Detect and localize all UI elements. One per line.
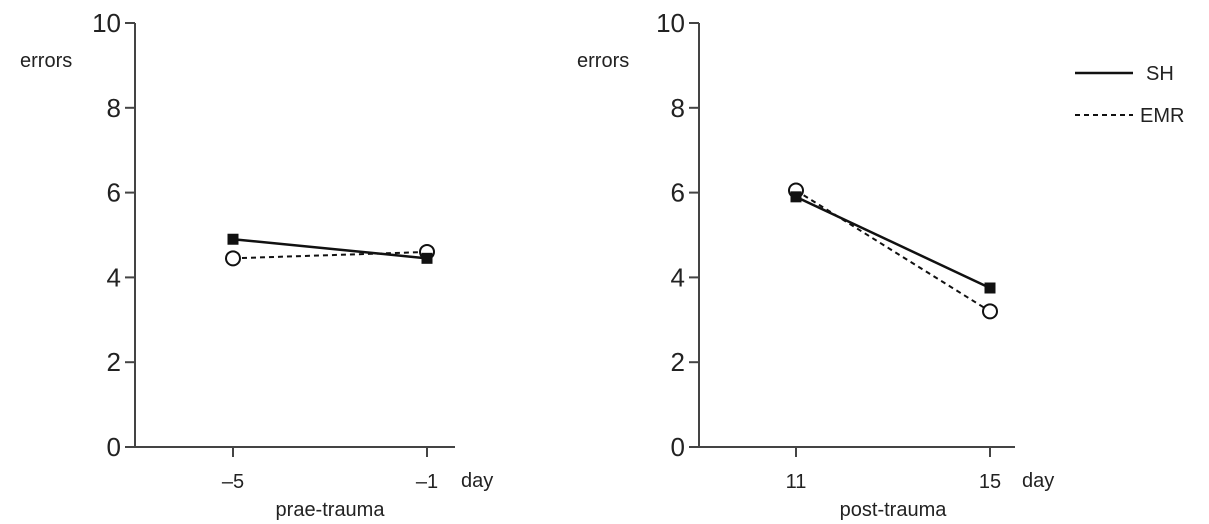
point-sh xyxy=(984,282,996,294)
x-tick-label: –1 xyxy=(416,471,438,493)
x-ticks: 11 15 xyxy=(786,447,1001,493)
x-tick-label: 15 xyxy=(979,471,1001,493)
y-tick-label: 6 xyxy=(671,178,685,208)
point-sh xyxy=(227,233,239,245)
x-ticks: –5 –1 xyxy=(222,447,438,493)
y-tick-label: 2 xyxy=(671,347,685,377)
y-tick-label: 10 xyxy=(92,8,121,38)
y-tick-label: 4 xyxy=(107,262,121,292)
point-sh xyxy=(421,252,433,264)
point-sh xyxy=(790,191,802,203)
series-group xyxy=(788,182,998,320)
point-emr xyxy=(982,303,998,320)
y-tick-label: 8 xyxy=(107,93,121,123)
y-ticks: 0 2 4 6 8 10 xyxy=(92,8,135,462)
y-tick-label: 4 xyxy=(671,262,685,292)
y-ticks: 0 2 4 6 8 10 xyxy=(656,8,699,462)
chart-panel-prae-trauma: 0 2 4 6 8 10 –5 –1 errors prae-trauma day xyxy=(20,8,493,521)
legend-label-sh: SH xyxy=(1146,63,1174,85)
chart-panel-post-trauma: 0 2 4 6 8 10 11 15 errors post-trauma day xyxy=(577,8,1054,521)
legend: SH EMR xyxy=(1075,63,1184,127)
legend-item-emr: EMR xyxy=(1075,105,1184,127)
y-tick-label: 6 xyxy=(107,178,121,208)
y-axis-label: errors xyxy=(20,50,72,72)
x-unit-label: day xyxy=(461,470,493,492)
legend-item-sh: SH xyxy=(1075,63,1174,85)
x-axis-label: post-trauma xyxy=(840,499,948,521)
x-tick-label: –5 xyxy=(222,471,244,493)
legend-label-emr: EMR xyxy=(1140,105,1184,127)
x-unit-label: day xyxy=(1022,470,1054,492)
y-axis-label: errors xyxy=(577,50,629,72)
series-line-emr xyxy=(795,189,991,313)
y-tick-label: 8 xyxy=(671,93,685,123)
y-tick-label: 0 xyxy=(671,432,685,462)
series-line-sh xyxy=(795,195,991,290)
y-tick-label: 0 xyxy=(107,432,121,462)
x-axis-label: prae-trauma xyxy=(276,499,386,521)
y-tick-label: 10 xyxy=(656,8,685,38)
series-group xyxy=(225,233,435,267)
series-line-sh xyxy=(232,237,428,260)
point-emr xyxy=(225,250,241,267)
y-tick-label: 2 xyxy=(107,347,121,377)
x-tick-label: 11 xyxy=(786,471,807,493)
